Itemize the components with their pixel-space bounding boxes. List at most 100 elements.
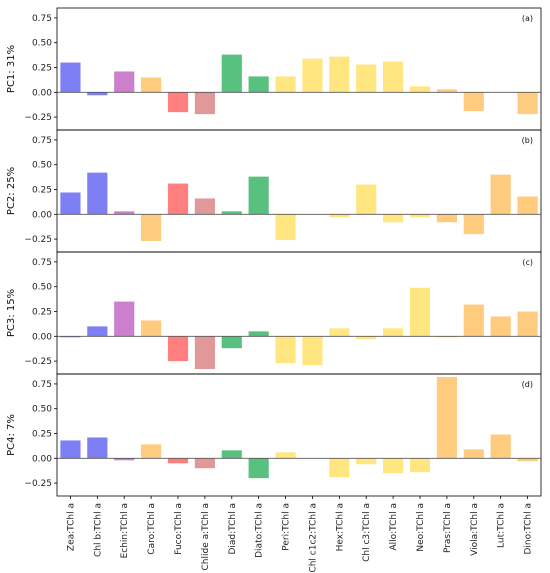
bar — [356, 184, 377, 215]
bar — [383, 458, 404, 474]
bar — [60, 336, 81, 338]
bar — [409, 86, 431, 93]
bar — [517, 196, 538, 215]
bar — [463, 214, 484, 235]
y-tick-label: 0.00 — [32, 210, 52, 220]
bar — [517, 92, 538, 115]
y-tick-label: −0.25 — [24, 113, 52, 123]
bar — [167, 183, 189, 215]
bar — [436, 376, 457, 459]
bar — [383, 61, 404, 93]
y-tick-label: 0.75 — [32, 380, 52, 390]
bar — [60, 192, 81, 215]
bar — [167, 336, 189, 362]
bar — [383, 214, 404, 223]
bar — [409, 287, 431, 337]
x-tick-labels: Zea:TChl a Chl b:TChl a Echin:TChl a Caro:T… — [66, 503, 533, 573]
y-tick-label: 0.00 — [32, 332, 52, 342]
bar — [436, 214, 457, 223]
x-tick-label: Lut:TChl a — [497, 503, 507, 548]
bar — [463, 304, 484, 337]
bar — [302, 58, 323, 93]
panel-tag: (a) — [522, 14, 533, 23]
panel-tag: (b) — [522, 136, 533, 145]
bar — [517, 458, 538, 462]
panels-group: 0.75 0.50 0.25 0.00 −0.25 PC1: 31% (a) 0.75 0.50… — [6, 7, 542, 499]
y-tick-label: −0.25 — [24, 357, 52, 367]
panel-frame — [56, 7, 542, 131]
x-tick-label: Viola:TChl a — [470, 503, 480, 556]
bar — [60, 440, 81, 459]
bar — [248, 458, 269, 479]
panel-2: 0.75 0.50 0.25 0.00 −0.25 PC2: 25% (b) — [6, 129, 542, 253]
x-tick-label: Zea:TChl a — [66, 503, 76, 551]
y-tick-label: 0.50 — [32, 405, 52, 415]
bar — [248, 331, 269, 337]
bar — [194, 92, 215, 115]
bar — [356, 64, 377, 93]
bar — [141, 320, 162, 337]
y-tick-label: 0.50 — [32, 161, 52, 171]
bar — [383, 328, 404, 337]
y-tick-label: 0.25 — [32, 308, 52, 318]
y-axis-label: PC2: 25% — [6, 167, 17, 215]
y-tick-label: 0.75 — [32, 136, 52, 146]
bar — [221, 211, 242, 215]
x-tick-label: Neo:TChl a — [416, 503, 426, 552]
x-tick-label: Diato:TChl a — [255, 503, 265, 558]
bar — [194, 458, 215, 469]
y-tick-label: 0.50 — [32, 39, 52, 49]
bar — [329, 214, 350, 218]
y-tick-label: 0.25 — [32, 430, 52, 440]
y-tick-label: −0.25 — [24, 479, 52, 489]
bar — [356, 336, 377, 340]
x-tick-label: Chl c1c2:TChl a — [308, 503, 318, 573]
bar — [87, 92, 108, 96]
bar — [275, 214, 296, 241]
bar — [60, 62, 81, 93]
bar — [356, 458, 377, 465]
bar — [248, 76, 269, 93]
bar — [302, 336, 323, 366]
x-tick-label: Chl b:TChl a — [93, 503, 103, 557]
y-tick-label: −0.25 — [24, 235, 52, 245]
bar — [167, 458, 189, 464]
x-tick-label: Dino:TChl a — [524, 503, 534, 555]
bar — [275, 76, 296, 93]
panel-3: 0.75 0.50 0.25 0.00 −0.25 PC3: 15% (c) — [6, 251, 542, 375]
y-tick-label: 0.00 — [32, 454, 52, 464]
bar — [167, 92, 189, 113]
bar — [463, 449, 484, 459]
x-tick-label: Allo:TChl a — [389, 503, 399, 551]
bar — [114, 211, 135, 215]
y-tick-label: 0.25 — [32, 64, 52, 74]
bar — [141, 77, 162, 93]
bar — [436, 89, 457, 93]
y-tick-label: 0.75 — [32, 14, 52, 24]
x-tick-label: Hex:TChl a — [335, 503, 345, 551]
bar — [463, 92, 484, 112]
bar — [329, 56, 350, 93]
bar — [141, 214, 162, 242]
bar — [87, 172, 108, 215]
x-tick-label: Fuco:TChl a — [174, 503, 184, 555]
bar — [490, 174, 511, 215]
bar — [141, 444, 162, 459]
bar — [409, 214, 431, 218]
y-axis-label: PC4: 7% — [6, 414, 17, 456]
bar — [194, 336, 215, 370]
panel-frame — [56, 373, 542, 497]
bar — [114, 458, 135, 461]
y-axis-label: PC3: 15% — [6, 289, 17, 337]
bar — [329, 328, 350, 337]
bar — [114, 71, 135, 93]
bar — [275, 336, 296, 364]
bar — [275, 452, 296, 459]
bar — [329, 458, 350, 478]
y-tick-label: 0.00 — [32, 88, 52, 98]
y-tick-label: 0.50 — [32, 283, 52, 293]
x-tick-label: Pras:TChl a — [443, 503, 453, 553]
panel-1: 0.75 0.50 0.25 0.00 −0.25 PC1: 31% (a) — [6, 7, 542, 131]
x-tick-label: Chlide a:TChl a — [201, 503, 211, 570]
y-tick-label: 0.75 — [32, 258, 52, 268]
